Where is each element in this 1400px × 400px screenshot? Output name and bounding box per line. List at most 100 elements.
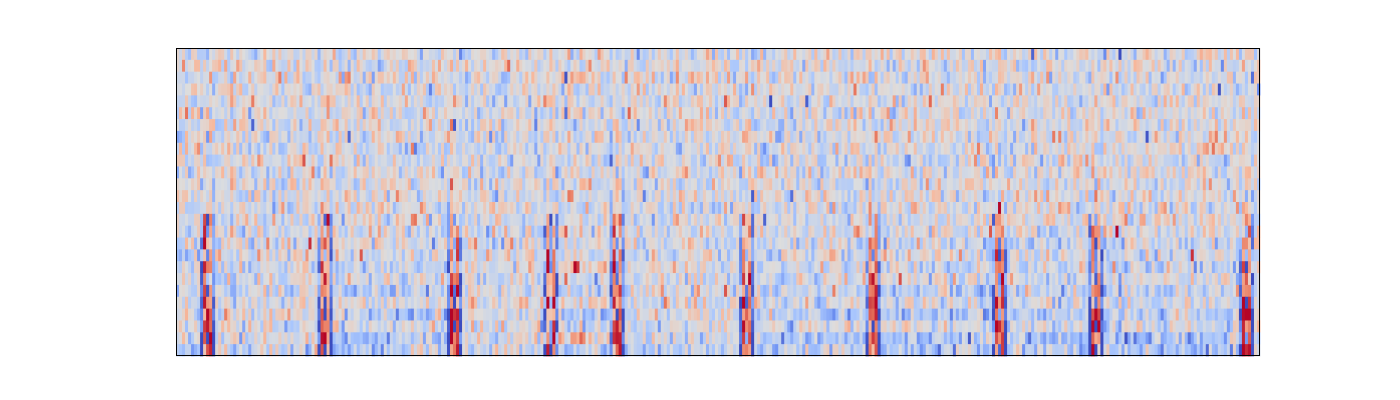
- heatmap-cell: [302, 154, 306, 167]
- heatmap-cell: [808, 130, 812, 144]
- heatmap-cell: [440, 154, 445, 167]
- heatmap-cell: [916, 119, 921, 132]
- heatmap-cell: [1025, 154, 1029, 167]
- heatmap-cell: [621, 166, 626, 179]
- heatmap-cell: [1214, 71, 1219, 84]
- heatmap-cell: [958, 107, 963, 120]
- heatmap-cell: [989, 119, 993, 132]
- heatmap-cell: [338, 95, 343, 108]
- heatmap-cell: [320, 202, 324, 215]
- heatmap-cell: [702, 202, 707, 215]
- heatmap-cell: [1001, 59, 1005, 73]
- heatmap-cell: [248, 83, 252, 96]
- heatmap-cell: [1250, 190, 1255, 203]
- heatmap-cell: [633, 59, 638, 73]
- heatmap-cell: [377, 95, 382, 108]
- heatmap-cell: [802, 59, 806, 73]
- heatmap-cell: [967, 59, 972, 73]
- heatmap-cell: [272, 178, 276, 191]
- heatmap-cell: [772, 83, 776, 96]
- heatmap-cell: [684, 119, 689, 132]
- heatmap-cell: [410, 48, 415, 61]
- heatmap-cell: [431, 154, 436, 167]
- heatmap-cell: [179, 130, 183, 144]
- heatmap-cell: [1214, 178, 1219, 191]
- heatmap-cell: [898, 59, 903, 73]
- heatmap-cell: [456, 119, 460, 132]
- heatmap-cell: [1052, 130, 1056, 144]
- heatmap-cell: [314, 59, 318, 73]
- heatmap-cell: [889, 142, 894, 156]
- heatmap-cell: [684, 95, 689, 108]
- heatmap-cell: [1001, 178, 1005, 191]
- heatmap-cell: [1133, 130, 1137, 144]
- heatmap-cell: [883, 154, 888, 167]
- heatmap-cell: [1208, 190, 1213, 203]
- heatmap-cell: [1055, 71, 1059, 84]
- heatmap-cell: [582, 71, 586, 84]
- heatmap-cell: [745, 95, 749, 108]
- heatmap-cell: [751, 154, 755, 167]
- heatmap-cell: [796, 154, 800, 167]
- heatmap-cell: [323, 202, 327, 215]
- heatmap-cell: [672, 107, 677, 120]
- heatmap-cell: [995, 166, 999, 179]
- heatmap-cell: [1040, 95, 1044, 108]
- heatmap-cell: [299, 48, 303, 61]
- heatmap-cell: [727, 142, 731, 156]
- heatmap-cell: [218, 190, 222, 203]
- heatmap-cell: [967, 95, 972, 108]
- heatmap-cell: [1109, 119, 1113, 132]
- heatmap-cell: [323, 154, 327, 167]
- heatmap-cell: [1127, 71, 1131, 84]
- heatmap-cell: [696, 71, 701, 84]
- heatmap-cell: [582, 83, 586, 96]
- heatmap-cell: [612, 178, 617, 191]
- heatmap-cell: [1100, 154, 1104, 167]
- heatmap-cell: [1202, 71, 1207, 84]
- heatmap-cell: [811, 202, 815, 215]
- heatmap-cell: [1097, 48, 1101, 61]
- heatmap-cell: [838, 190, 842, 203]
- heatmap-cell: [790, 166, 794, 179]
- heatmap-cell: [305, 202, 309, 215]
- heatmap-cell: [931, 95, 936, 108]
- heatmap-cell: [296, 48, 300, 61]
- heatmap-cell: [678, 190, 683, 203]
- heatmap-cell: [609, 107, 614, 120]
- heatmap-cell: [477, 130, 481, 144]
- heatmap-cell: [386, 166, 391, 179]
- heatmap-cell: [850, 48, 854, 61]
- heatmap-cell: [1004, 95, 1008, 108]
- heatmap-cell: [419, 71, 424, 84]
- heatmap-cell: [1103, 83, 1107, 96]
- heatmap-cell: [820, 154, 824, 167]
- heatmap-cell: [489, 71, 493, 84]
- heatmap-cell: [1130, 166, 1134, 179]
- heatmap-cell: [365, 154, 370, 167]
- heatmap-cell: [296, 142, 300, 156]
- heatmap-cell: [808, 154, 812, 167]
- heatmap-cell: [672, 48, 677, 61]
- heatmap-cell: [877, 71, 881, 84]
- heatmap-cell: [802, 119, 806, 132]
- heatmap-cell: [1166, 178, 1171, 191]
- heatmap-cell: [230, 59, 234, 73]
- heatmap-cell: [242, 83, 246, 96]
- heatmap-cell: [603, 119, 607, 132]
- heatmap-cell: [995, 48, 999, 61]
- heatmap-cell: [784, 48, 788, 61]
- heatmap-cell: [973, 119, 978, 132]
- heatmap-cell: [576, 119, 580, 132]
- heatmap-cell: [883, 166, 888, 179]
- heatmap-cell: [618, 202, 623, 215]
- heatmap-cell: [811, 95, 815, 108]
- heatmap-cell: [492, 59, 496, 73]
- heatmap-cell: [543, 71, 547, 84]
- heatmap-cell: [633, 119, 638, 132]
- heatmap-cell: [802, 202, 806, 215]
- heatmap-cell: [1043, 59, 1047, 73]
- heatmap-cell: [600, 107, 604, 120]
- heatmap-cell: [528, 59, 532, 73]
- heatmap-cell: [1091, 190, 1095, 203]
